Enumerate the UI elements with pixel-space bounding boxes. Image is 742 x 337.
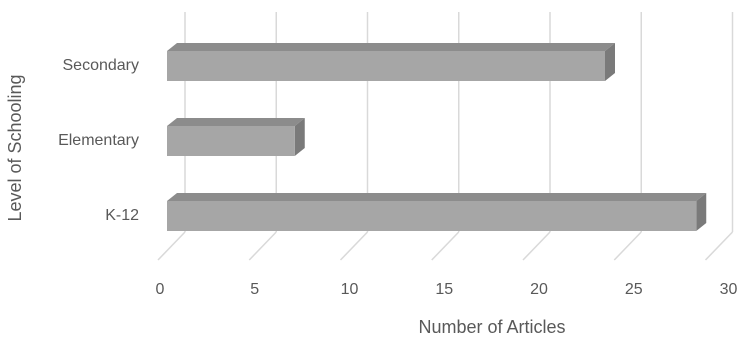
bar-front (167, 201, 697, 231)
x-tick-label: 15 (435, 281, 453, 298)
gridline-floor (522, 231, 551, 261)
gridline-floor (157, 231, 186, 261)
bar-side (696, 193, 707, 231)
bar (167, 118, 305, 156)
x-tick-label: 30 (720, 281, 738, 298)
bar-top (167, 193, 707, 201)
bar-front (167, 51, 605, 81)
y-axis-title: Level of Schooling (5, 74, 25, 221)
gridline-floor (613, 231, 642, 261)
bar-front (167, 126, 295, 156)
x-tick-label: 0 (156, 281, 165, 298)
x-tick-label: 25 (625, 281, 643, 298)
gridline-floor (431, 231, 460, 261)
bar (167, 43, 615, 81)
category-label: Elementary (58, 132, 139, 149)
gridline-floor (704, 231, 734, 261)
bar-side (294, 118, 305, 156)
x-axis-title: Number of Articles (418, 317, 565, 337)
x-tick-labels: 0 5 10 15 20 25 30 (156, 281, 738, 298)
bar-top (167, 43, 615, 51)
gridline-floor (248, 231, 277, 261)
category-label: Secondary (63, 57, 140, 74)
bar-top (167, 118, 305, 126)
bar-side (605, 43, 615, 81)
bar (167, 193, 707, 231)
x-tick-label: 20 (530, 281, 548, 298)
x-tick-label: 10 (341, 281, 359, 298)
category-labels: K-12 Elementary Secondary (58, 57, 139, 224)
gridline-floor (339, 231, 369, 261)
bars (167, 43, 707, 231)
x-tick-label: 5 (250, 281, 259, 298)
category-label: K-12 (105, 207, 139, 224)
